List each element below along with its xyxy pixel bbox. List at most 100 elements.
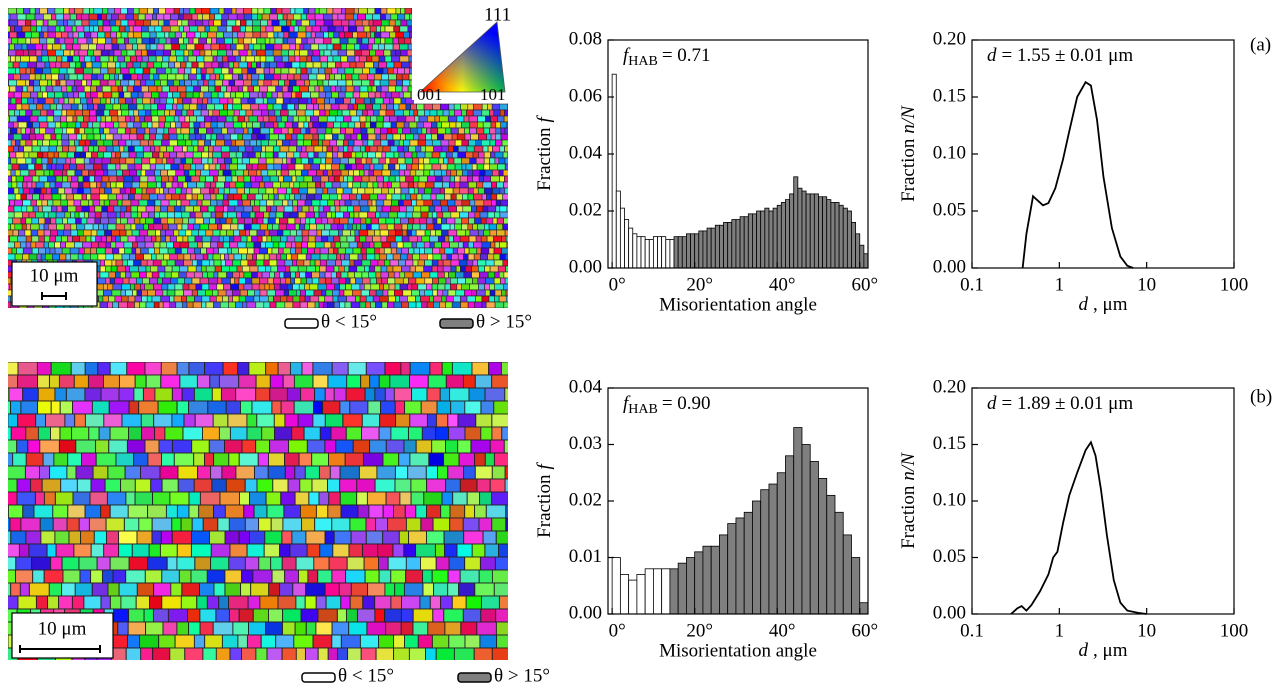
grain (234, 236, 241, 242)
grain (331, 38, 340, 44)
grain (60, 254, 66, 260)
grain (22, 44, 27, 50)
grain (229, 164, 237, 170)
grain (262, 110, 269, 116)
grain (35, 212, 44, 218)
grain (291, 134, 297, 140)
grain (267, 290, 275, 296)
grain (211, 236, 219, 242)
grain (377, 206, 382, 212)
grain (387, 266, 393, 272)
grain (345, 200, 351, 206)
bar (637, 237, 641, 268)
grain (499, 272, 504, 278)
grain (233, 98, 241, 104)
grain (217, 134, 225, 140)
grain (395, 284, 400, 290)
grain (121, 152, 129, 158)
grain (396, 414, 410, 427)
grain (76, 218, 82, 224)
grain (350, 401, 368, 414)
grain (288, 110, 296, 116)
grain (236, 20, 241, 26)
grain (268, 278, 274, 284)
grain (100, 272, 109, 278)
grain (271, 206, 277, 212)
grain (216, 212, 223, 218)
grain (501, 134, 509, 140)
grain (178, 98, 183, 104)
grain (295, 622, 306, 635)
grain (413, 224, 420, 230)
grain (68, 218, 76, 224)
grain (126, 272, 131, 278)
grain (82, 453, 97, 466)
grain (406, 260, 413, 266)
grain (347, 206, 353, 212)
grain (94, 26, 99, 32)
grain (141, 648, 153, 661)
grain (245, 116, 249, 122)
grain (260, 122, 265, 128)
grain (185, 80, 192, 86)
grain (162, 62, 169, 68)
grain (355, 158, 361, 164)
grain (451, 128, 458, 134)
grain (448, 146, 453, 152)
grain (399, 531, 408, 544)
grain (112, 116, 118, 122)
grain (276, 98, 283, 104)
grain (258, 453, 268, 466)
grain (460, 176, 467, 182)
grain (105, 122, 114, 128)
grain (409, 56, 417, 62)
grain (247, 62, 251, 68)
grain (127, 122, 134, 128)
grain (19, 230, 25, 236)
grain (41, 188, 46, 194)
grain (15, 140, 20, 146)
grain (8, 414, 18, 427)
grain (77, 86, 84, 92)
grain (442, 296, 446, 302)
grain (198, 466, 211, 479)
grain (108, 302, 113, 308)
grain (348, 56, 356, 62)
grain (64, 98, 69, 104)
x-tick-label: 100 (1220, 274, 1249, 295)
grain (219, 596, 229, 609)
grain (504, 182, 510, 188)
grain (438, 236, 445, 242)
grain (51, 427, 60, 440)
grain (61, 116, 67, 122)
bar (806, 194, 810, 268)
grain (356, 224, 360, 230)
grain (79, 128, 84, 134)
grain (28, 440, 40, 453)
grain (116, 236, 121, 242)
grain (123, 194, 129, 200)
grain (302, 38, 308, 44)
grain (393, 68, 397, 74)
grain (381, 74, 388, 80)
bar (629, 228, 633, 268)
grain (362, 152, 367, 158)
grain (291, 20, 296, 26)
grain (22, 98, 28, 104)
grain (309, 492, 319, 505)
grain (93, 122, 100, 128)
grain (296, 242, 302, 248)
grain (223, 62, 229, 68)
grain (280, 110, 288, 116)
grain (86, 92, 91, 98)
grain (448, 414, 458, 427)
grain (287, 284, 292, 290)
grain (211, 44, 220, 50)
grain (74, 152, 80, 158)
grain (278, 188, 287, 194)
grain (184, 164, 191, 170)
bar (769, 211, 773, 268)
grain (101, 505, 110, 518)
grain (6, 596, 18, 609)
y-axis-label-part: f (534, 114, 555, 122)
